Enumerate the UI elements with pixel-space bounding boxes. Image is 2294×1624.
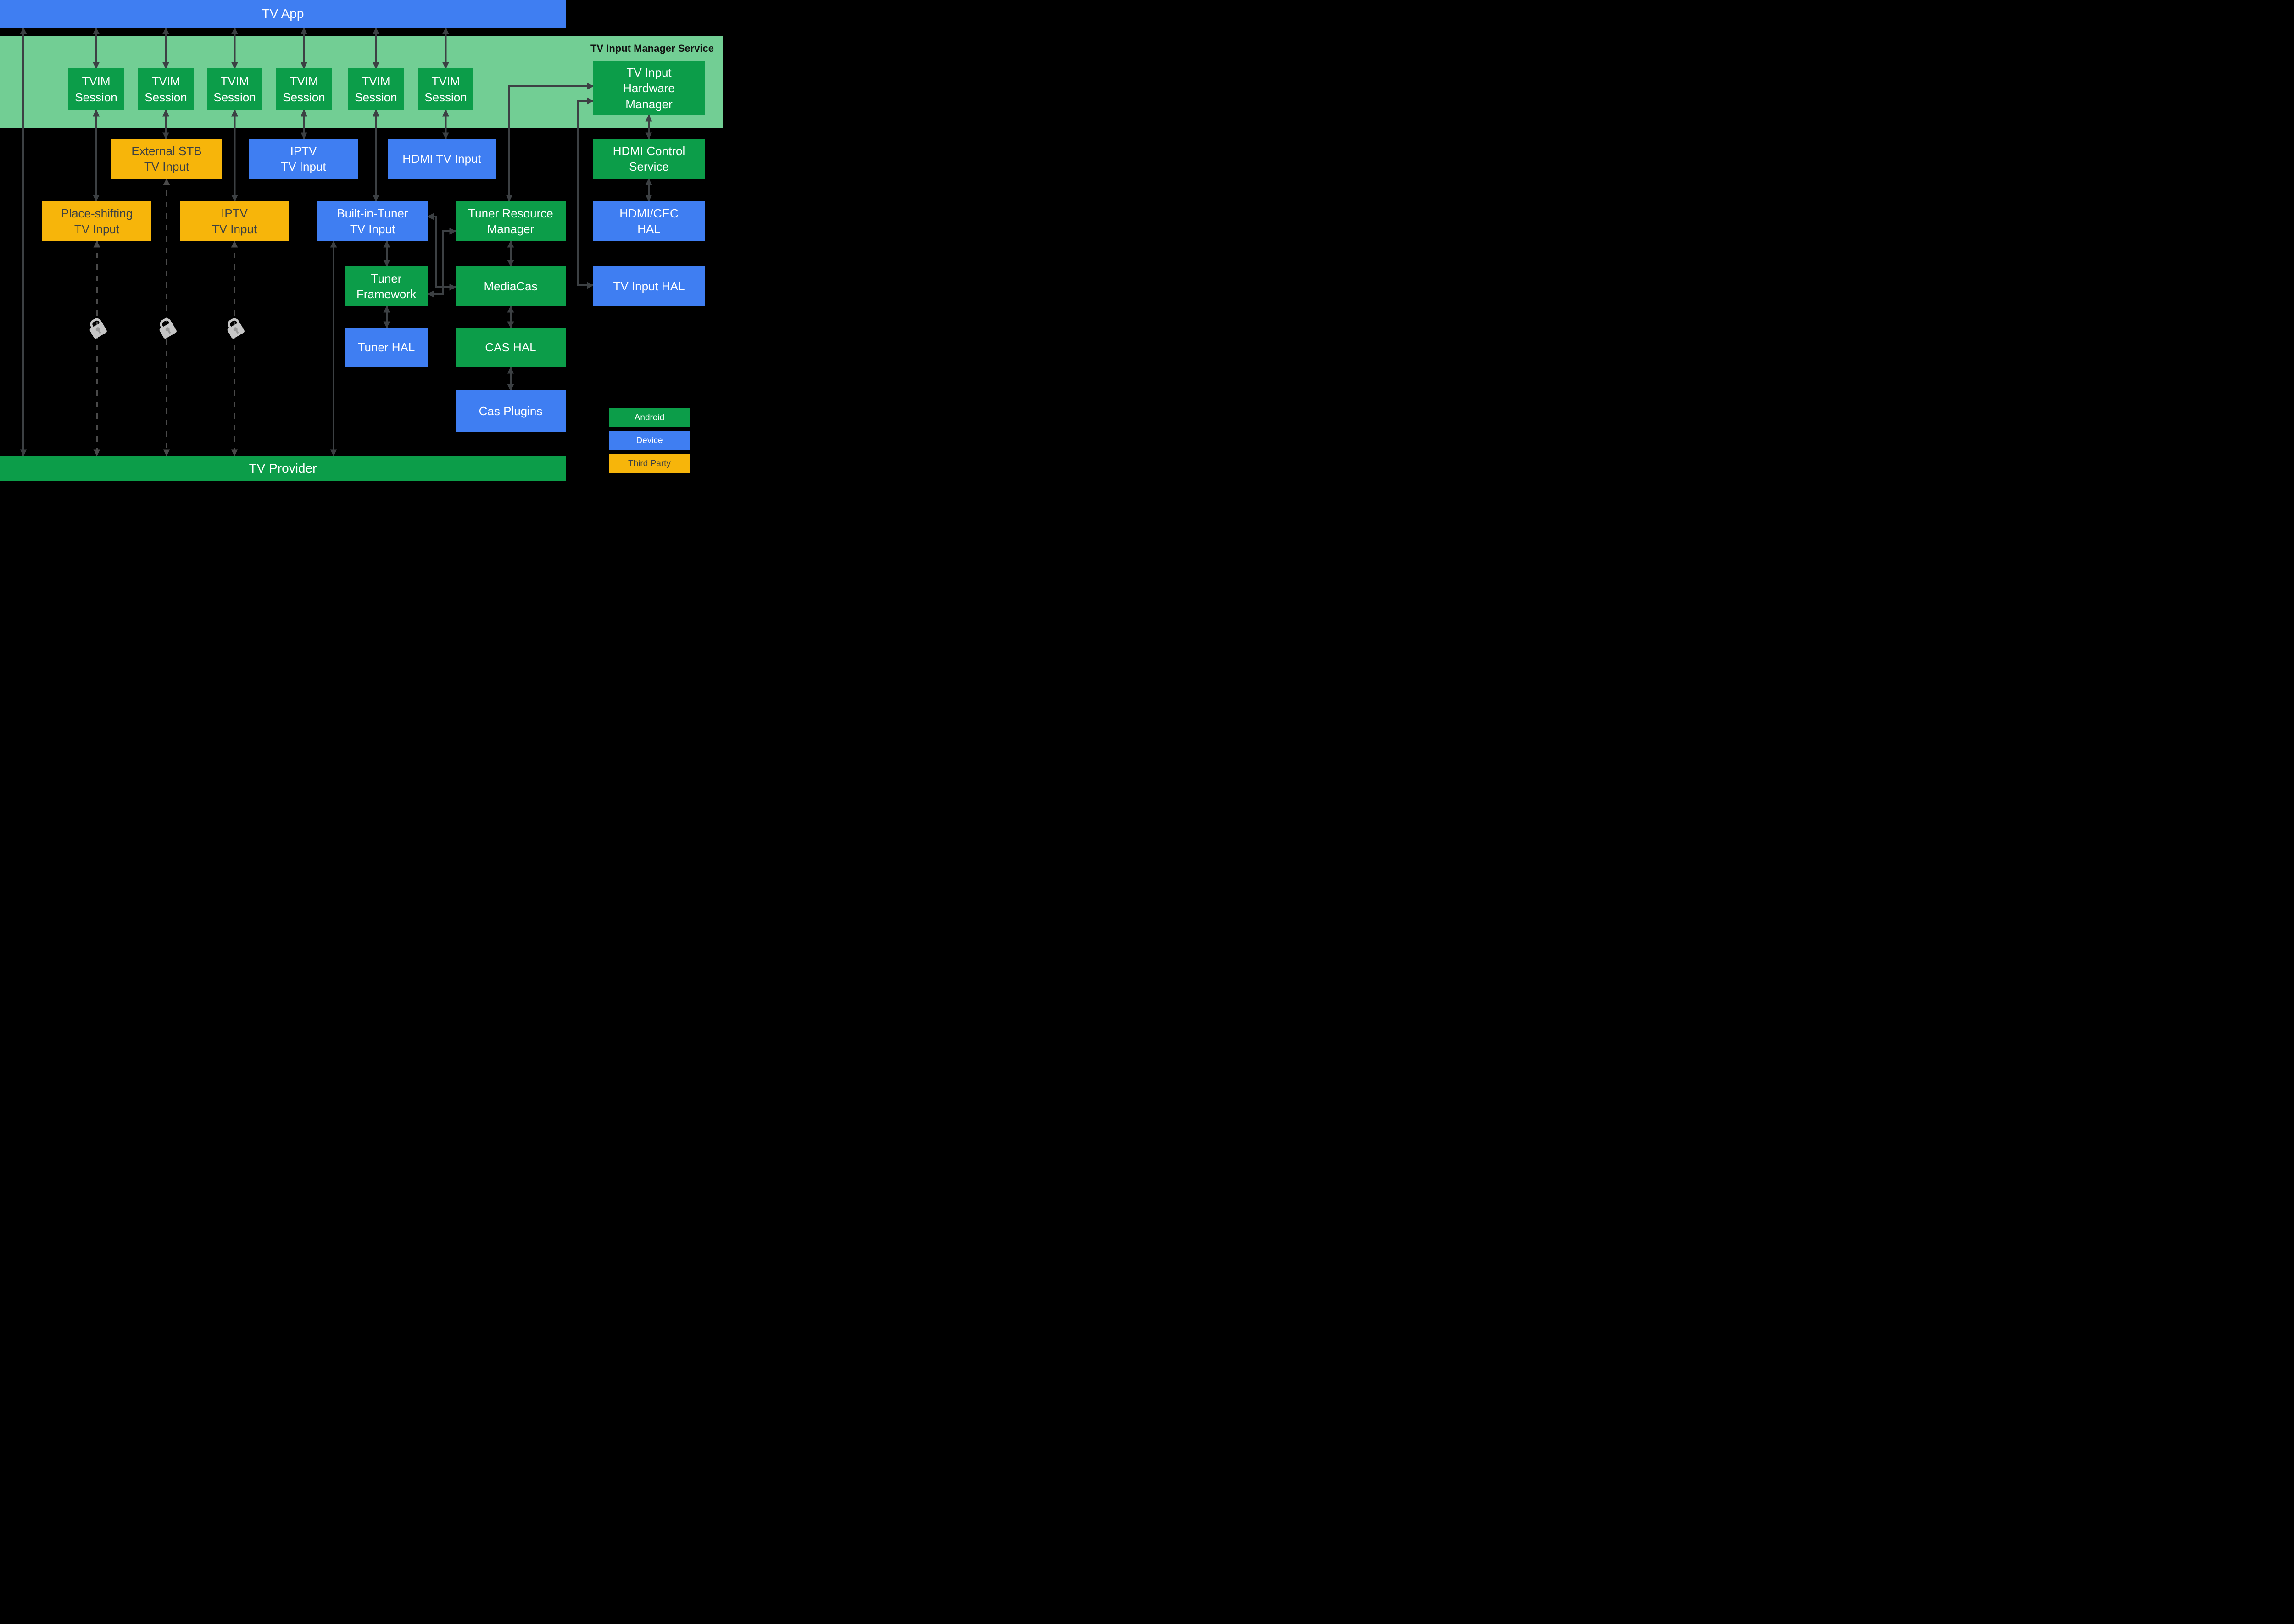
connector-tuner-framework--trm xyxy=(427,228,457,298)
connector-built-in-tuner--mediacas xyxy=(427,213,457,291)
connector-tvihm--tv-input-hal xyxy=(577,97,594,289)
tv-input-hal: TV Input HAL xyxy=(593,266,705,306)
tvim-session-6: TVIM Session xyxy=(418,68,473,110)
mediacas: MediaCas xyxy=(456,266,566,306)
tuner-framework: Tuner Framework xyxy=(345,266,428,306)
connector-lines xyxy=(20,27,652,456)
iptv-tv-input-device: IPTV TV Input xyxy=(249,139,358,179)
external-stb-tv-input: External STB TV Input xyxy=(111,139,222,179)
tuner-resource-manager: Tuner Resource Manager xyxy=(456,201,566,241)
cas-hal: CAS HAL xyxy=(456,328,566,367)
tv-app: TV App xyxy=(0,0,566,28)
tvim-service-band-label: TV Input Manager Service xyxy=(590,43,714,54)
hdmi-cec-hal: HDMI/CEC HAL xyxy=(593,201,705,241)
iptv-tv-input-thirdparty: IPTV TV Input xyxy=(180,201,289,241)
legend-device: Device xyxy=(609,431,690,450)
connector-tvihm--trm xyxy=(506,83,594,202)
tuner-hal: Tuner HAL xyxy=(345,328,428,367)
place-shifting-tv-input: Place-shifting TV Input xyxy=(42,201,151,241)
cas-plugins: Cas Plugins xyxy=(456,390,566,432)
tvim-session-5: TVIM Session xyxy=(348,68,404,110)
built-in-tuner-tv-input: Built-in-Tuner TV Input xyxy=(317,201,428,241)
tvim-session-4: TVIM Session xyxy=(276,68,332,110)
tv-provider: TV Provider xyxy=(0,456,566,481)
hdmi-tv-input: HDMI TV Input xyxy=(388,139,496,179)
legend-android: Android xyxy=(609,408,690,427)
tvim-session-2: TVIM Session xyxy=(138,68,194,110)
hdmi-control-service: HDMI Control Service xyxy=(593,139,705,179)
tvim-session-3: TVIM Session xyxy=(207,68,262,110)
tv-input-hardware-manager: TV Input Hardware Manager xyxy=(593,61,705,115)
legend-third-party: Third Party xyxy=(609,454,690,473)
tvim-session-1: TVIM Session xyxy=(68,68,124,110)
tv-input-framework-diagram: TV Input Manager Service TV App TVIM Sess… xyxy=(0,0,723,487)
